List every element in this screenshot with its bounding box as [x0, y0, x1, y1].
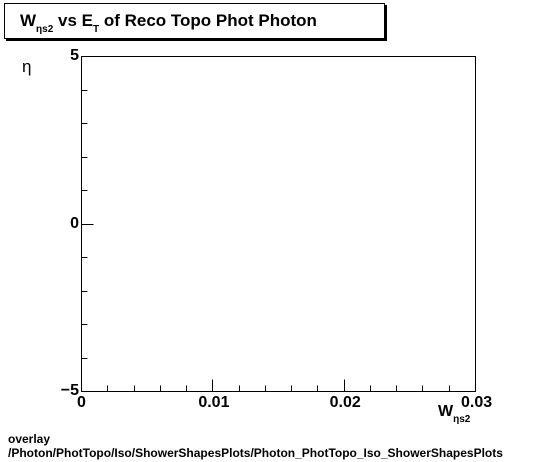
- y-tick-label: 0: [70, 214, 79, 232]
- title-vs-e: vs E: [53, 11, 93, 30]
- x-tick-label: 0: [77, 394, 86, 411]
- ticks-group: [81, 56, 476, 392]
- title-rest: of Reco Topo Phot Photon: [99, 11, 317, 30]
- plot-frame: [81, 56, 476, 392]
- axes-group: [81, 56, 476, 392]
- chart-title: Wηs2 vs ET of Reco Topo Phot Photon: [20, 10, 317, 35]
- title-t-subscript: T: [92, 24, 100, 35]
- x-axis-label-main: W: [438, 403, 454, 420]
- y-tick-label: −5: [60, 382, 79, 399]
- chart-title-box: Wηs2 vs ET of Reco Topo Phot Photon: [4, 3, 385, 39]
- footer-line-2: /Photon/PhotTopo/Iso/ShowerShapesPlots/P…: [8, 446, 503, 460]
- y-axis-label: η: [22, 57, 32, 76]
- title-w-subscript: ηs2: [36, 24, 54, 35]
- y-tick-label: 5: [70, 47, 79, 64]
- title-w: W: [20, 11, 37, 30]
- x-axis-label: Wηs2: [438, 403, 471, 426]
- x-axis-label-subscript: ηs2: [453, 414, 471, 425]
- x-tick-label: 0.03: [461, 394, 493, 411]
- x-tick-label: 0.02: [329, 394, 361, 411]
- footer-path: overlay /Photon/PhotTopo/Iso/ShowerShape…: [8, 432, 503, 460]
- x-tick-label: 0.01: [198, 394, 230, 411]
- footer-line-1: overlay: [8, 432, 51, 446]
